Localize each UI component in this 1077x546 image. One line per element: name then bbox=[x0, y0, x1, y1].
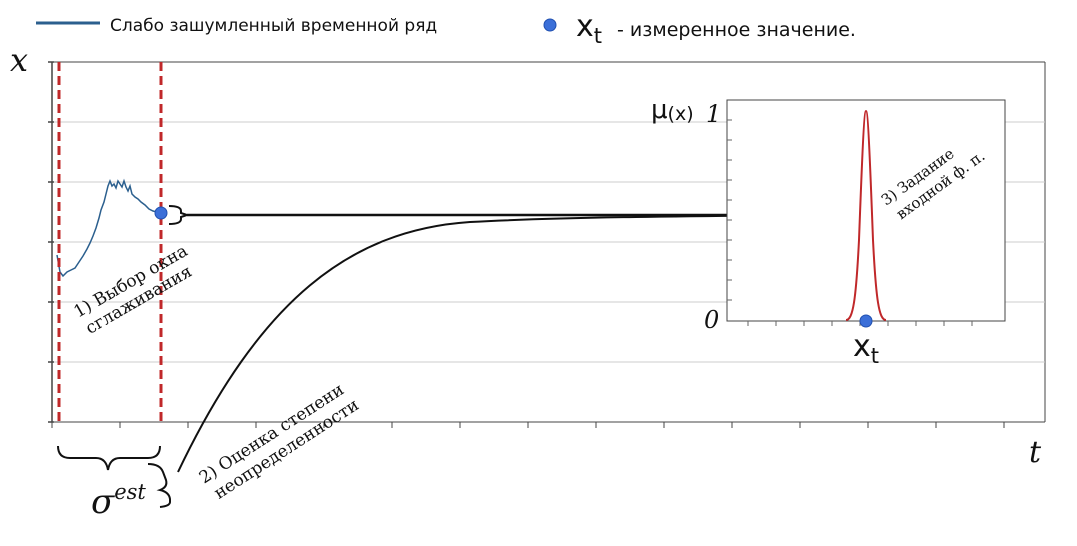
membership-curve bbox=[845, 109, 887, 321]
inset-y-label-arg: (x) bbox=[668, 103, 694, 125]
step2-annotation: 2) Оценка степени неопределенности bbox=[196, 380, 363, 504]
legend-point-symbol: xt bbox=[576, 9, 602, 48]
x-ticks bbox=[51, 422, 1005, 428]
legend-line-label: Слабо зашумленный временной ряд bbox=[110, 16, 437, 36]
inset-y-tick-bottom: 0 bbox=[704, 306, 719, 334]
inset-x-label-sub: t bbox=[871, 344, 879, 368]
inset-y-tick-top: 1 bbox=[706, 100, 721, 128]
uncertainty-brace bbox=[147, 463, 171, 508]
sigma-est-superscript: est bbox=[114, 480, 146, 504]
sigma-est-label: σest bbox=[91, 480, 146, 522]
legend-point-symbol-sub: t bbox=[594, 24, 602, 48]
window-brace bbox=[57, 445, 161, 471]
inset-y-label: μ(x) bbox=[651, 95, 694, 125]
x-axis-label: t bbox=[1029, 435, 1042, 470]
step1-annotation: 1) Выбор окна сглаживания bbox=[71, 241, 196, 339]
inset-measured-point bbox=[859, 314, 873, 328]
membership-inset: μ(x) 1 0 xt 3) Задание входной ф. п. bbox=[651, 95, 1006, 368]
legend: Слабо зашумленный временной ряд xt - изм… bbox=[36, 9, 856, 48]
y-axis-label: x bbox=[10, 41, 28, 79]
point-brace bbox=[168, 205, 191, 225]
legend-point-label: - измеренное значение. bbox=[611, 19, 856, 41]
y-ticks bbox=[48, 61, 54, 423]
legend-point-marker bbox=[543, 18, 557, 32]
uncertainty-curve bbox=[177, 214, 813, 473]
inset-x-label: xt bbox=[853, 329, 879, 368]
measured-point bbox=[154, 206, 168, 220]
inset-background bbox=[726, 99, 1006, 322]
time-series-line bbox=[56, 178, 162, 278]
